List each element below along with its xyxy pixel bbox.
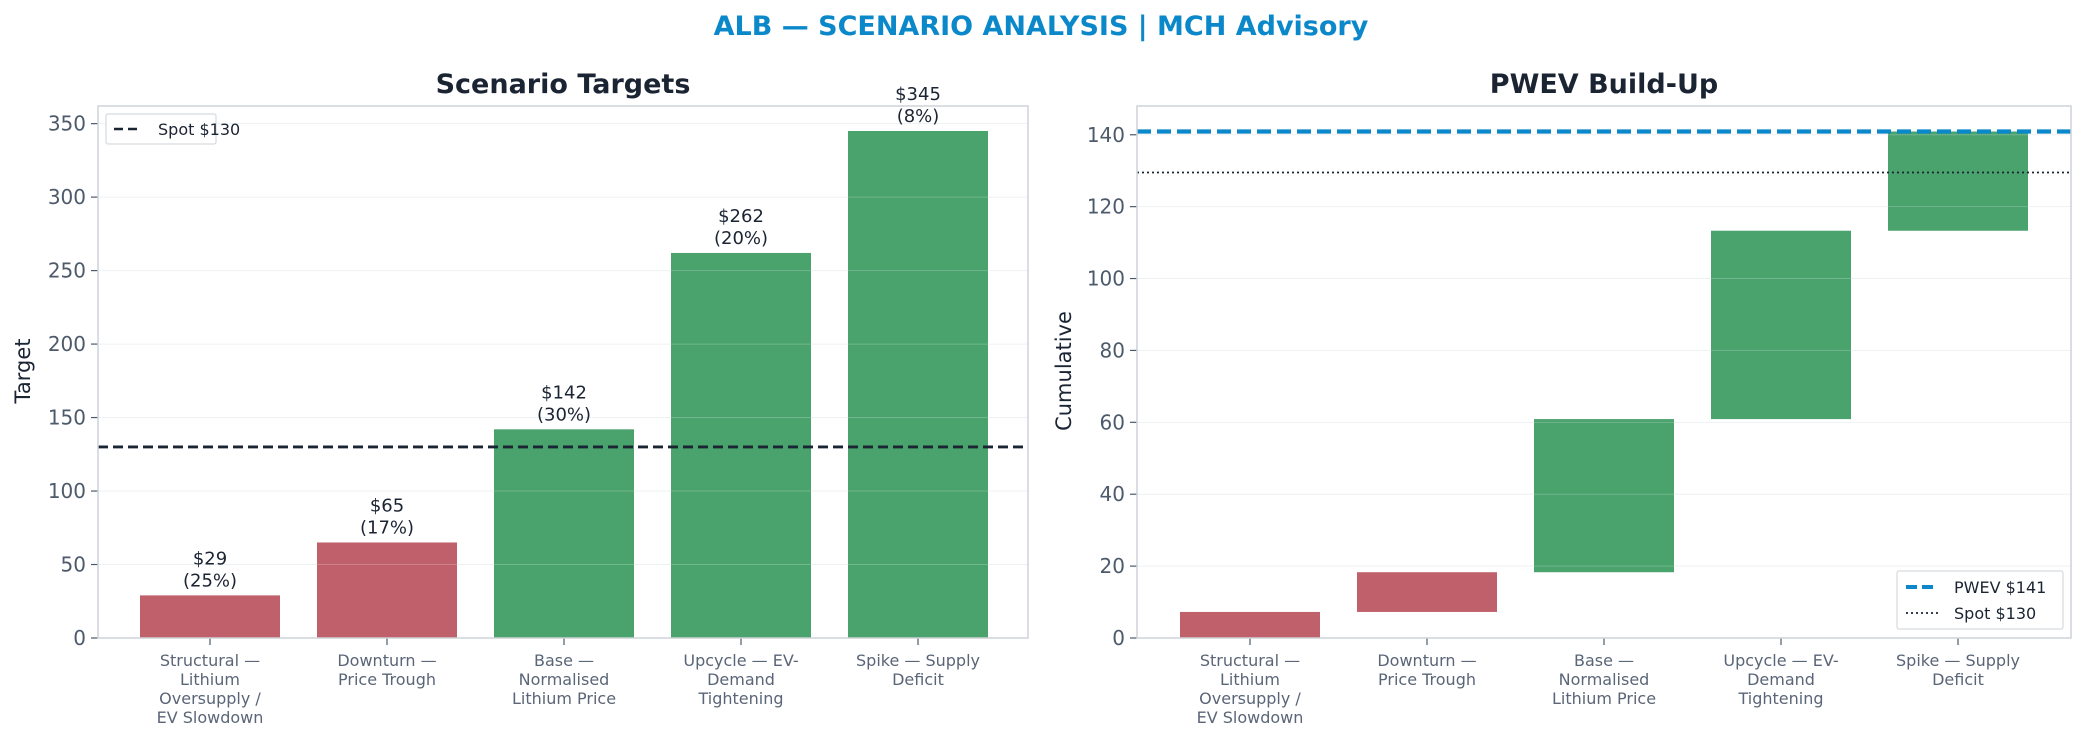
x-tick-label: Normalised: [1559, 670, 1650, 689]
pwev-buildup-chart: PWEV Build-Up Cumulative 0 20 40 60 80 100 120…: [1052, 69, 2072, 727]
y-tick-label: 50: [61, 553, 86, 577]
bar: [494, 429, 634, 638]
y-tick-label: 150: [48, 406, 86, 430]
figure-title: ALB — SCENARIO ANALYSIS | MCH Advisory: [714, 11, 1369, 42]
legend-pwev-label: PWEV $141: [1954, 578, 2046, 597]
bar: [1357, 572, 1497, 612]
y-tick-label: 100: [1087, 267, 1125, 291]
x-tick-label: Base —: [1574, 651, 1634, 670]
bar: [140, 595, 280, 638]
x-tick-label: Downturn —: [337, 651, 436, 670]
x-tick-label: EV Slowdown: [157, 708, 264, 727]
x-tick-label: Price Trough: [1378, 670, 1476, 689]
data-label: $142: [541, 382, 587, 403]
y-tick-label: 120: [1087, 195, 1125, 219]
x-tick-label: Lithium: [1220, 670, 1280, 689]
legend-spot-label: Spot $130: [158, 120, 240, 139]
data-label: (30%): [537, 404, 591, 425]
bar: [317, 542, 457, 638]
x-tick-label: Spike — Supply: [856, 651, 980, 670]
legend: Spot $130: [105, 113, 240, 145]
data-label: $29: [193, 548, 227, 569]
data-label: $262: [718, 206, 764, 227]
bar: [1534, 419, 1674, 573]
x-tick-label: Tightening: [1737, 689, 1823, 708]
x-tick-label: Downturn —: [1377, 651, 1476, 670]
scenario-targets-chart: Scenario Targets Target 0 50 100 150 200 250 3…: [11, 69, 1029, 727]
data-label: (17%): [360, 517, 414, 538]
x-tick-label: Structural —: [1200, 651, 1300, 670]
x-tick-label: Base —: [534, 651, 594, 670]
data-labels: $29(25%) $65(17%) $142(30%) $262(20%) $345(8…: [183, 84, 941, 591]
bar: [1711, 230, 1851, 420]
x-tick-label: Upcycle — EV-: [1723, 651, 1838, 670]
y-tick-label: 20: [1100, 554, 1125, 578]
y-axis-ticks: 0 50 100 150 200 250 300 350: [48, 112, 98, 650]
y-tick-label: 250: [48, 259, 86, 283]
bar: [671, 252, 811, 639]
x-tick-label: EV Slowdown: [1197, 708, 1304, 727]
plot-frame: [1136, 105, 2072, 639]
y-axis-ticks: 0 20 40 60 80 100 120 140: [1087, 123, 1137, 650]
chart-title: Scenario Targets: [436, 69, 691, 100]
x-tick-label: Demand: [707, 670, 775, 689]
x-tick-label: Lithium Price: [1552, 689, 1656, 708]
y-tick-label: 60: [1100, 410, 1125, 434]
x-tick-label: Deficit: [1932, 670, 1984, 689]
x-tick-label: Lithium Price: [512, 689, 616, 708]
data-label: (20%): [714, 228, 768, 249]
x-tick-label: Oversupply /: [159, 689, 261, 708]
y-tick-label: 0: [1112, 626, 1125, 650]
x-tick-label: Demand: [1747, 670, 1815, 689]
x-tick-label: Tightening: [697, 689, 783, 708]
bar-gridline-overlay: [1534, 134, 2028, 567]
y-tick-label: 40: [1100, 482, 1125, 506]
plot-frame: [97, 105, 1029, 639]
x-tick-label: Deficit: [892, 670, 944, 689]
y-tick-label: 350: [48, 112, 86, 136]
bars: [140, 130, 988, 639]
x-tick-label: Upcycle — EV-: [683, 651, 798, 670]
y-tick-label: 300: [48, 185, 86, 209]
y-tick-label: 200: [48, 332, 86, 356]
bar-gridline-overlay: [317, 196, 988, 566]
y-tick-label: 100: [48, 479, 86, 503]
chart-title: PWEV Build-Up: [1490, 69, 1718, 100]
bars: [1180, 131, 2028, 638]
bar: [848, 130, 988, 638]
x-tick-label: Lithium: [180, 670, 240, 689]
y-axis-label: Target: [11, 339, 35, 405]
y-axis-label: Cumulative: [1052, 311, 1076, 431]
reference-lines: [1137, 129, 2071, 174]
data-label: $65: [370, 495, 404, 516]
y-tick-label: 80: [1100, 338, 1125, 362]
x-tick-label: Oversupply /: [1199, 689, 1301, 708]
data-label: (8%): [897, 106, 940, 127]
y-tick-label: 0: [73, 626, 86, 650]
bar: [1888, 131, 2028, 231]
x-tick-label: Spike — Supply: [1896, 651, 2020, 670]
y-tick-label: 140: [1087, 123, 1125, 147]
legend: PWEV $141 Spot $130: [1896, 570, 2064, 630]
data-label: (25%): [183, 570, 237, 591]
bar: [1180, 611, 1320, 638]
legend-spot-label: Spot $130: [1954, 604, 2036, 623]
x-tick-label: Price Trough: [338, 670, 436, 689]
x-tick-label: Structural —: [160, 651, 260, 670]
x-tick-label: Normalised: [519, 670, 610, 689]
legend-box: [1896, 570, 2064, 630]
data-label: $345: [895, 84, 941, 105]
legend-box: [105, 113, 217, 145]
